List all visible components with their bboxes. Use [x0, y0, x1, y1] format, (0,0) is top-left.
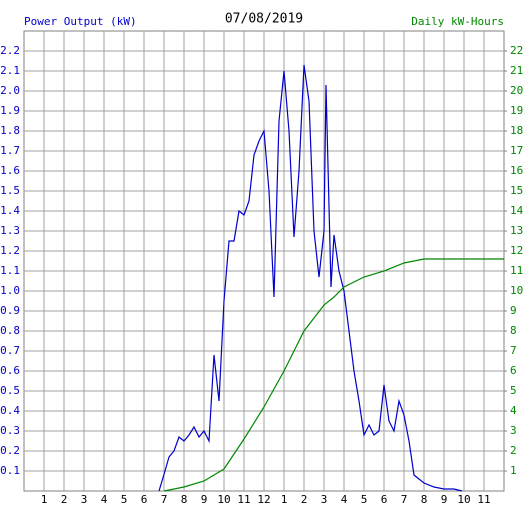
y2-axis-label: Daily kW-Hours — [411, 15, 504, 28]
y2-tick-label: 16 — [510, 164, 523, 177]
y2-tick-label: 17 — [510, 144, 523, 157]
y2-tick-label: 5 — [510, 384, 517, 397]
y-tick-label: 0.7 — [0, 344, 20, 357]
x-tick-label: 10 — [217, 493, 230, 506]
x-tick-label: 4 — [341, 493, 348, 506]
y2-tick-label: 15 — [510, 184, 523, 197]
y2-tick-label: 19 — [510, 104, 523, 117]
y-tick-label: 2.0 — [0, 84, 20, 97]
y-tick-label: 1.0 — [0, 284, 20, 297]
y-tick-label: 0.5 — [0, 384, 20, 397]
y2-tick-label: 6 — [510, 364, 517, 377]
y2-tick-label: 1 — [510, 464, 517, 477]
y-tick-label: 1.6 — [0, 164, 20, 177]
x-tick-label: 9 — [201, 493, 208, 506]
x-tick-label: 6 — [381, 493, 388, 506]
y-axis-label: Power Output (kW) — [24, 15, 137, 28]
y-tick-label: 1.9 — [0, 104, 20, 117]
chart-title: 07/08/2019 — [225, 12, 303, 27]
y2-tick-label: 20 — [510, 84, 523, 97]
y-tick-label: 0.9 — [0, 304, 20, 317]
y2-tick-label: 2 — [510, 444, 517, 457]
y-tick-label: 1.2 — [0, 244, 20, 257]
x-tick-label: 8 — [181, 493, 188, 506]
y2-tick-label: 7 — [510, 344, 517, 357]
y-tick-label: 1.4 — [0, 204, 20, 217]
x-tick-label: 10 — [457, 493, 470, 506]
y2-tick-label: 11 — [510, 264, 523, 277]
y2-tick-label: 10 — [510, 284, 523, 297]
x-tick-label: 3 — [321, 493, 328, 506]
x-tick-label: 6 — [141, 493, 148, 506]
x-tick-label: 4 — [101, 493, 108, 506]
x-tick-label: 5 — [361, 493, 368, 506]
x-tick-label: 9 — [441, 493, 448, 506]
y2-tick-label: 14 — [510, 204, 524, 217]
x-tick-label: 1 — [281, 493, 288, 506]
x-tick-label: 2 — [301, 493, 308, 506]
y-tick-label: 0.6 — [0, 364, 20, 377]
y-tick-label: 0.4 — [0, 404, 20, 417]
x-tick-label: 12 — [257, 493, 270, 506]
y2-tick-label: 3 — [510, 424, 517, 437]
x-tick-label: 11 — [477, 493, 490, 506]
series-line — [163, 258, 504, 492]
y-tick-label: 0.8 — [0, 324, 20, 337]
x-tick-label: 2 — [61, 493, 68, 506]
y-tick-label: 0.2 — [0, 444, 20, 457]
series-line — [158, 64, 463, 492]
y-tick-label: 1.7 — [0, 144, 20, 157]
y2-tick-label: 22 — [510, 44, 523, 57]
x-tick-label: 8 — [421, 493, 428, 506]
x-tick-label: 7 — [161, 493, 168, 506]
y-tick-label: 0.3 — [0, 424, 20, 437]
y2-tick-label: 12 — [510, 244, 523, 257]
x-tick-label: 11 — [237, 493, 250, 506]
x-tick-label: 3 — [81, 493, 88, 506]
y2-tick-label: 8 — [510, 324, 517, 337]
y-tick-label: 0.1 — [0, 464, 20, 477]
x-tick-label: 5 — [121, 493, 128, 506]
x-tick-label: 7 — [401, 493, 408, 506]
y-tick-label: 2.1 — [0, 64, 20, 77]
y-tick-label: 1.3 — [0, 224, 20, 237]
y2-tick-label: 13 — [510, 224, 523, 237]
y-tick-label: 1.8 — [0, 124, 20, 137]
y-tick-label: 2.2 — [0, 44, 20, 57]
y-tick-label: 1.1 — [0, 264, 20, 277]
x-tick-label: 1 — [41, 493, 48, 506]
y2-tick-label: 9 — [510, 304, 517, 317]
y2-tick-label: 4 — [510, 404, 517, 417]
y2-tick-label: 18 — [510, 124, 523, 137]
y2-tick-label: 21 — [510, 64, 523, 77]
y-tick-label: 1.5 — [0, 184, 20, 197]
